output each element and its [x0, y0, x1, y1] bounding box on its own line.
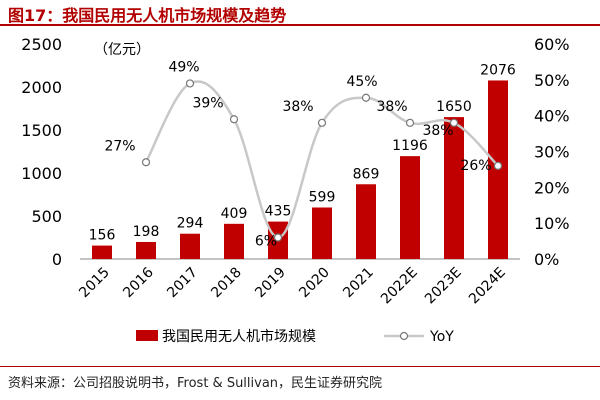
bar: [92, 245, 112, 259]
legend-line-label: YoY: [429, 329, 454, 345]
left-axis-tick-label: 1500: [21, 121, 62, 140]
bar-data-label: 198: [133, 224, 160, 240]
source-divider: [0, 366, 600, 367]
left-axis-tick-label: 2000: [21, 78, 62, 97]
x-category-label: 2018: [208, 265, 245, 302]
x-category-label: 2021: [340, 265, 377, 302]
x-category-label: 2023E: [422, 265, 465, 308]
x-category-label: 2015: [76, 265, 113, 302]
bar-data-label: 1196: [392, 138, 428, 154]
x-category-label: 2019: [252, 265, 289, 302]
legend-line-marker: [399, 331, 409, 341]
yoy-point: [141, 158, 151, 167]
bar-data-label: 599: [309, 189, 336, 205]
title-divider: [0, 24, 600, 26]
yoy-point: [405, 118, 415, 127]
left-axis-tick-label: 0: [52, 250, 62, 269]
legend-bar-swatch: [136, 330, 158, 341]
yoy-series-line: [144, 80, 499, 239]
yoy-point: [493, 161, 503, 170]
bar-data-label: 409: [221, 206, 248, 222]
yoy-data-label: 6%: [255, 234, 277, 250]
yoy-point: [185, 79, 195, 88]
yoy-data-label: 38%: [376, 99, 407, 115]
x-category-label: 2020: [296, 265, 333, 302]
legend: 我国民用无人机市场规模 YoY: [136, 328, 454, 345]
bar: [444, 117, 464, 259]
yoy-data-label: 39%: [192, 95, 223, 111]
yoy-point: [317, 118, 327, 127]
right-axis-tick-label: 60%: [534, 35, 570, 54]
yoy-data-label: 38%: [282, 99, 313, 115]
figure-title: 图17：我国民用无人机市场规模及趋势: [8, 6, 287, 25]
yoy-data-label: 26%: [460, 158, 491, 174]
bar: [224, 223, 244, 259]
right-axis-tick-label: 10%: [534, 214, 570, 233]
bar-data-label: 435: [265, 204, 292, 220]
source-note: 资料来源：公司招股说明书，Frost & Sullivan，民生证券研究院: [8, 376, 383, 391]
bar-data-label: 156: [89, 228, 116, 244]
right-axis-tick-label: 0%: [534, 250, 559, 269]
yoy-point: [229, 115, 239, 124]
bar-data-label: 294: [177, 216, 204, 232]
x-category-label: 2016: [120, 264, 157, 301]
x-category-label: 2024E: [466, 265, 509, 308]
yoy-data-label: 45%: [346, 74, 377, 90]
right-axis-tick-label: 20%: [534, 178, 570, 197]
labels-layer: 156 198 294 409 435 599 869 1196 1650 2076 27% 49% 3…: [89, 59, 516, 249]
bar: [312, 207, 332, 259]
yoy-point: [361, 93, 371, 102]
yoy-data-label: 27%: [104, 138, 135, 154]
bar-data-label: 1650: [436, 99, 472, 115]
x-category-label: 2017: [164, 265, 201, 302]
x-category-label: 2022E: [378, 265, 421, 308]
bar: [136, 241, 156, 259]
bar: [356, 184, 376, 259]
bar: [400, 156, 420, 259]
yoy-point: [449, 118, 459, 127]
unit-label: （亿元）: [94, 42, 150, 58]
yoy-data-label: 49%: [168, 59, 199, 75]
left-axis-tick-label: 500: [31, 207, 62, 226]
left-axis-tick-label: 2500: [21, 35, 62, 54]
yoy-data-label: 38%: [422, 123, 453, 139]
right-axis-tick-label: 40%: [534, 107, 570, 126]
left-axis-tick-label: 1000: [21, 164, 62, 183]
right-axis-tick-label: 30%: [534, 143, 570, 162]
bar-data-label: 2076: [480, 62, 516, 78]
yoy-line-layer: [141, 79, 503, 242]
bar: [180, 233, 200, 259]
bar-data-label: 869: [353, 166, 380, 182]
right-axis-tick-label: 50%: [534, 71, 570, 90]
yoy-point: [273, 233, 283, 242]
legend-bar-label: 我国民用无人机市场规模: [162, 328, 316, 345]
